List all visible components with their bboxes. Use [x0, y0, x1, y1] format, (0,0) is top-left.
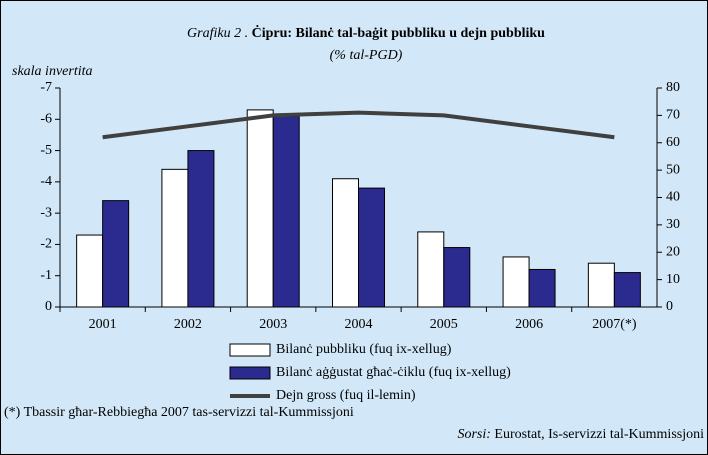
bar: [417, 231, 445, 308]
footnote: (*) Tbassir għar-Rebbiegħa 2007 tas-serv…: [4, 405, 354, 420]
y-tick-label: 0: [45, 299, 52, 314]
bar: [358, 187, 385, 308]
legend-label: Dejn gross (fuq il-lemin): [276, 388, 416, 403]
y2-tick-label: 10: [666, 272, 680, 287]
y2-tick-label: 70: [666, 108, 680, 123]
y-axis-label: skala invertita: [12, 64, 93, 79]
title-main: Ċipru: Bilanċ tal-baġit pubbliku u dejn …: [252, 24, 546, 41]
line: [102, 110, 615, 140]
bar: [161, 168, 189, 308]
y2-tick-label: 20: [666, 244, 680, 259]
bar: [332, 178, 359, 308]
y2-tick-label: 0: [666, 299, 673, 314]
y2-tick-label: 30: [666, 217, 680, 232]
y-tick-label: -4: [40, 174, 52, 189]
source-text: Eurostat, Is-servizzi tal-Kummissjoni: [494, 427, 704, 442]
chart-title: Grafiku 2 . Ċipru: Bilanċ tal-baġit pubb…: [187, 24, 545, 41]
y-tick-label: -2: [40, 237, 52, 252]
y-tick-label: -1: [40, 268, 52, 283]
legend-swatch: [229, 343, 271, 357]
source: Sorsi: Eurostat, Is-servizzi tal-Kummiss…: [457, 427, 704, 442]
x-tick-label: 2007(*): [592, 317, 637, 332]
y2-tick-label: 40: [666, 190, 680, 205]
bar: [102, 200, 130, 308]
bar: [528, 268, 556, 308]
legend-label: Bilanċ pubbliku (fuq ix-xellug): [276, 342, 452, 357]
y-tick-label: -7: [40, 80, 52, 95]
bar: [76, 234, 104, 308]
bar: [443, 247, 471, 308]
bar: [187, 150, 215, 308]
bar: [613, 272, 641, 308]
y2-tick-label: 60: [666, 135, 680, 150]
bar: [272, 115, 300, 308]
x-tick-label: 2004: [345, 317, 373, 332]
source-label: Sorsi:: [457, 427, 490, 442]
y2-tick-label: 50: [666, 162, 680, 177]
legend-label: Bilanċ aġġustat għaċ-ċiklu (fuq ix-xellu…: [276, 365, 511, 380]
x-tick-label: 2001: [89, 317, 117, 332]
y2-tick-label: 80: [666, 80, 680, 95]
bar: [502, 256, 530, 308]
y-tick-label: -5: [40, 143, 52, 158]
bar: [246, 109, 274, 308]
bar: [587, 262, 615, 308]
y-tick-label: -3: [40, 205, 52, 220]
y-tick-label: -6: [40, 112, 52, 127]
legend-swatch: [229, 366, 271, 380]
x-tick-label: 2003: [259, 317, 287, 332]
x-tick-label: 2005: [430, 317, 458, 332]
title-prefix: Grafiku 2 .: [187, 26, 248, 41]
x-tick-label: 2006: [515, 317, 543, 332]
x-tick-label: 2002: [174, 317, 202, 332]
subtitle: (% tal-PGD): [330, 48, 403, 63]
